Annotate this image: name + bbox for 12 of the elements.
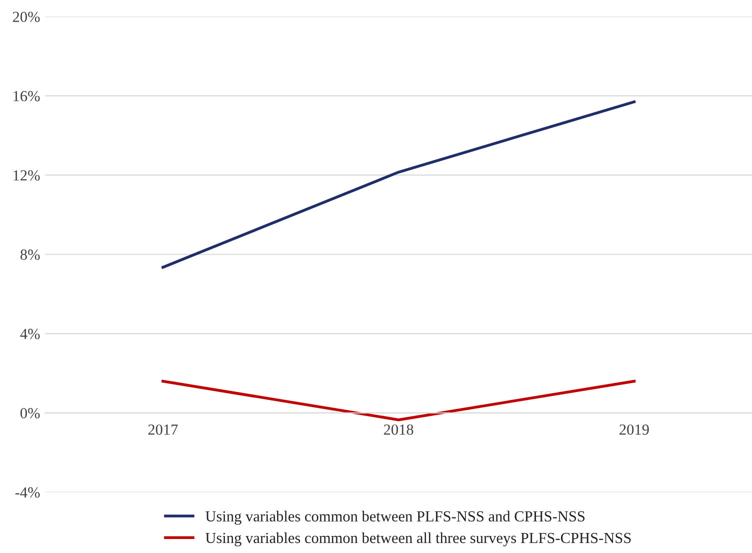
x-tick-label: 2019 <box>620 424 649 435</box>
legend-label: Using variables common between PLFS-NSS and CPHS-NSS <box>206 510 584 525</box>
legend-label: Using variables common between all three surveys PLFS-CPHS-NSS <box>206 532 631 546</box>
x-tick-label: 2018 <box>384 424 414 435</box>
y-tick-label: 8% <box>20 250 40 260</box>
y-tick-label: -4% <box>15 487 40 498</box>
y-tick-label: 0% <box>20 408 40 418</box>
y-tick-label: 12% <box>14 170 40 181</box>
y-tick-label: 4% <box>20 328 40 340</box>
y-tick-label: 20% <box>12 12 40 22</box>
x-tick-label: 2017 <box>148 424 178 435</box>
y-tick-label: 16% <box>14 90 40 102</box>
